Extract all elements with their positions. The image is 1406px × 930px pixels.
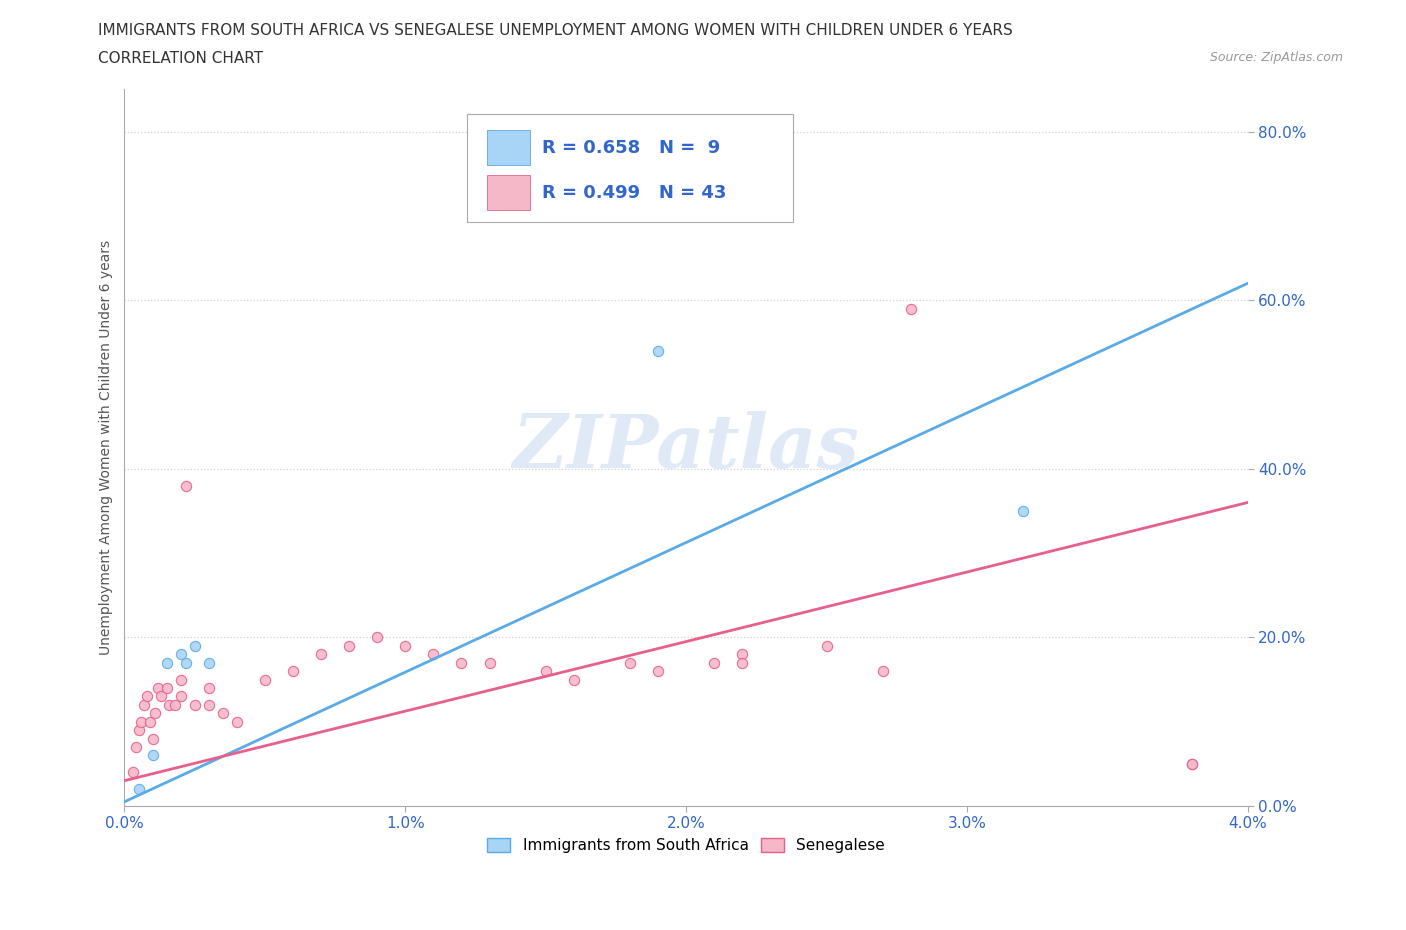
- Text: CORRELATION CHART: CORRELATION CHART: [98, 51, 263, 66]
- Point: [394, 638, 416, 653]
- Point: [174, 656, 197, 671]
- Text: IMMIGRANTS FROM SOUTH AFRICA VS SENEGALESE UNEMPLOYMENT AMONG WOMEN WITH CHILDRE: IMMIGRANTS FROM SOUTH AFRICA VS SENEGALE…: [98, 23, 1014, 38]
- Point: [534, 664, 557, 679]
- Text: ZIPatlas: ZIPatlas: [513, 411, 859, 484]
- Point: [155, 656, 177, 671]
- Point: [142, 731, 165, 746]
- Point: [815, 638, 838, 653]
- Point: [146, 681, 169, 696]
- Point: [169, 646, 191, 661]
- Point: [197, 656, 219, 671]
- Point: [183, 698, 205, 712]
- Point: [900, 301, 922, 316]
- Point: [142, 748, 165, 763]
- Point: [225, 714, 247, 729]
- Point: [169, 689, 191, 704]
- Point: [183, 638, 205, 653]
- Point: [703, 656, 725, 671]
- Point: [1180, 756, 1202, 771]
- Legend: Immigrants from South Africa, Senegalese: Immigrants from South Africa, Senegalese: [481, 832, 891, 859]
- Point: [136, 689, 159, 704]
- Point: [647, 664, 669, 679]
- FancyBboxPatch shape: [467, 114, 793, 222]
- Point: [134, 698, 156, 712]
- Point: [731, 656, 754, 671]
- Point: [1012, 503, 1035, 518]
- Point: [562, 672, 585, 687]
- Point: [872, 664, 894, 679]
- Text: R = 0.499   N = 43: R = 0.499 N = 43: [543, 183, 727, 202]
- Point: [253, 672, 276, 687]
- Point: [197, 681, 219, 696]
- Point: [155, 681, 177, 696]
- FancyBboxPatch shape: [488, 130, 530, 165]
- Text: Source: ZipAtlas.com: Source: ZipAtlas.com: [1209, 51, 1343, 64]
- Point: [337, 638, 360, 653]
- Point: [131, 714, 153, 729]
- Point: [174, 478, 197, 493]
- Point: [309, 646, 332, 661]
- Point: [1180, 756, 1202, 771]
- Point: [211, 706, 233, 721]
- Point: [125, 739, 148, 754]
- Point: [647, 343, 669, 358]
- Point: [128, 723, 150, 737]
- Point: [450, 656, 472, 671]
- Point: [149, 689, 172, 704]
- Point: [128, 782, 150, 797]
- Point: [619, 656, 641, 671]
- Point: [163, 698, 186, 712]
- Point: [478, 656, 501, 671]
- Point: [197, 698, 219, 712]
- Point: [731, 646, 754, 661]
- Point: [139, 714, 162, 729]
- Point: [169, 672, 191, 687]
- Text: R = 0.658   N =  9: R = 0.658 N = 9: [543, 140, 720, 157]
- FancyBboxPatch shape: [488, 176, 530, 210]
- Point: [157, 698, 180, 712]
- Point: [366, 630, 388, 644]
- Point: [422, 646, 444, 661]
- Point: [281, 664, 304, 679]
- Point: [143, 706, 166, 721]
- Y-axis label: Unemployment Among Women with Children Under 6 years: Unemployment Among Women with Children U…: [100, 240, 114, 656]
- Point: [122, 764, 145, 779]
